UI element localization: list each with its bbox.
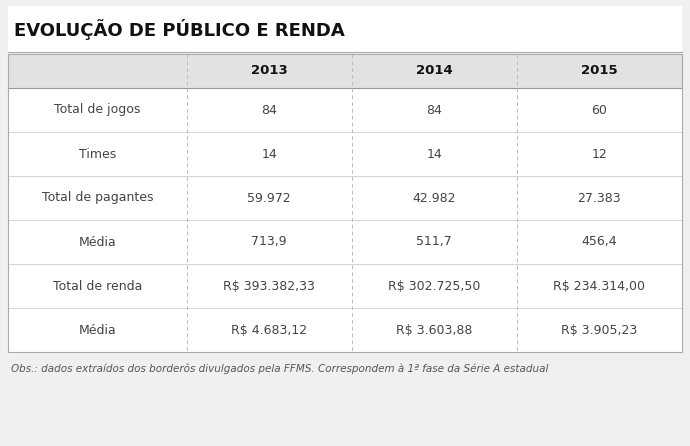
- Text: 713,9: 713,9: [251, 235, 287, 248]
- Bar: [8, 6, 682, 52]
- Text: 2014: 2014: [416, 65, 453, 78]
- Bar: [8, 54, 682, 352]
- Text: Média: Média: [79, 323, 116, 336]
- Text: Times: Times: [79, 148, 116, 161]
- Text: 27.383: 27.383: [578, 191, 621, 205]
- Text: R$ 3.603,88: R$ 3.603,88: [396, 323, 473, 336]
- Text: 511,7: 511,7: [417, 235, 452, 248]
- Bar: [8, 54, 682, 88]
- Text: 84: 84: [426, 103, 442, 116]
- Text: 2013: 2013: [250, 65, 288, 78]
- Text: Total de pagantes: Total de pagantes: [41, 191, 153, 205]
- Text: Total de renda: Total de renda: [52, 280, 142, 293]
- Text: 456,4: 456,4: [582, 235, 618, 248]
- Text: 14: 14: [426, 148, 442, 161]
- Text: 84: 84: [262, 103, 277, 116]
- Text: R$ 3.905,23: R$ 3.905,23: [561, 323, 638, 336]
- Text: 42.982: 42.982: [413, 191, 456, 205]
- Text: Média: Média: [79, 235, 116, 248]
- Text: 60: 60: [591, 103, 607, 116]
- Text: 59.972: 59.972: [247, 191, 291, 205]
- Text: 12: 12: [591, 148, 607, 161]
- Text: R$ 302.725,50: R$ 302.725,50: [388, 280, 480, 293]
- Text: 2015: 2015: [581, 65, 618, 78]
- Text: R$ 234.314,00: R$ 234.314,00: [553, 280, 645, 293]
- Text: 14: 14: [262, 148, 277, 161]
- Text: R$ 393.382,33: R$ 393.382,33: [224, 280, 315, 293]
- Text: R$ 4.683,12: R$ 4.683,12: [231, 323, 307, 336]
- Text: Obs.: dados extraídos dos borderôs divulgados pela FFMS. Correspondem à 1ª fase : Obs.: dados extraídos dos borderôs divul…: [11, 364, 549, 375]
- Text: Total de jogos: Total de jogos: [54, 103, 141, 116]
- Text: EVOLUÇÃO DE PÚBLICO E RENDA: EVOLUÇÃO DE PÚBLICO E RENDA: [14, 20, 345, 41]
- Bar: [8, 54, 682, 352]
